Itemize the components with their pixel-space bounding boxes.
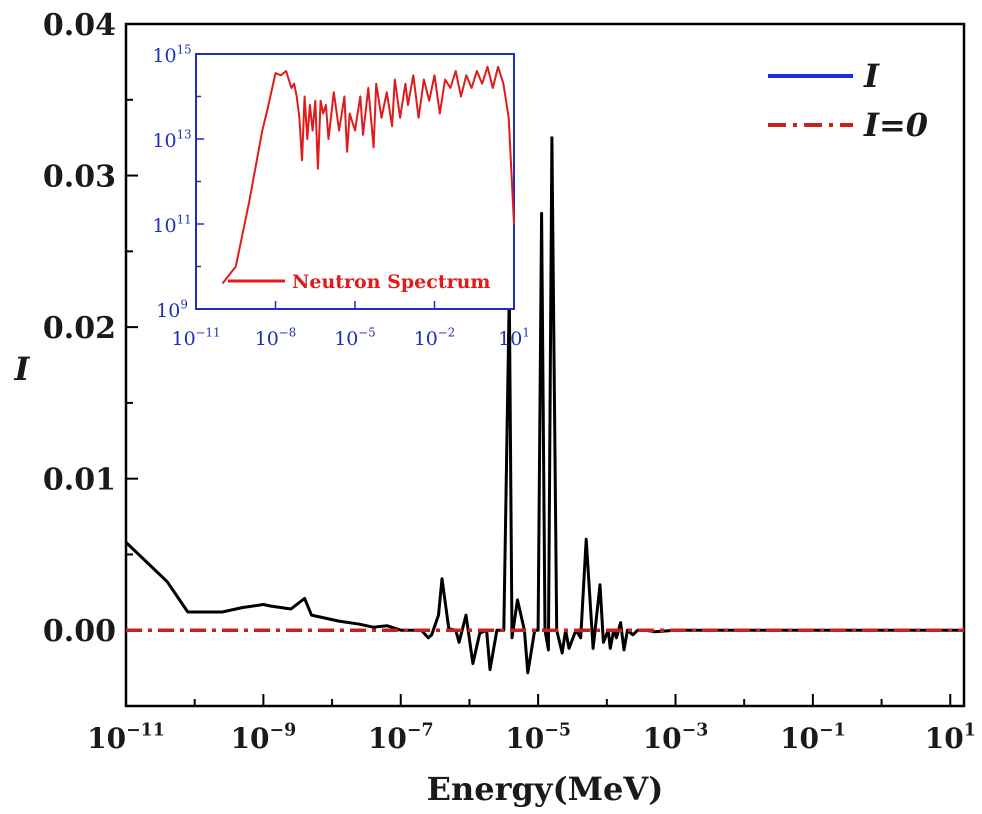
inset-x-tick-label: 101: [498, 325, 530, 350]
y-tick-label: 0.00: [43, 614, 116, 649]
inset-y-tick-label: 1011: [152, 212, 191, 237]
x-tick-label: 10−3: [643, 720, 709, 755]
x-tick-label: 10−5: [505, 720, 571, 755]
main-x-tick-labels: 10−11 10−9 10−7 10−5 10−3 10−1 101: [87, 720, 976, 755]
inset-y-tick-labels: 109 1011 1013 1015: [152, 42, 191, 322]
inset-y-tick-label: 1013: [152, 127, 191, 152]
legend-label-I: I: [863, 57, 880, 95]
inset-x-tick-label: 10−8: [255, 325, 297, 350]
main-legend: I I=0: [768, 57, 928, 144]
inset-x-tick-label: 10−11: [171, 325, 220, 350]
inset-series-group: [221, 65, 515, 285]
inset-x-tick-label: 10−5: [334, 325, 376, 350]
y-tick-label: 0.03: [43, 160, 116, 195]
inset-y-tick-label: 109: [156, 297, 188, 322]
inset-y-tick-label: 1015: [152, 42, 191, 67]
x-tick-label: 10−11: [87, 720, 165, 755]
x-tick-label: 10−9: [231, 720, 297, 755]
x-axis-title: Energy(MeV): [427, 770, 664, 808]
neutron-spectrum-line: [221, 65, 515, 285]
main-y-tick-labels: 0.00 0.01 0.02 0.03 0.04: [43, 8, 116, 649]
y-axis-title: I: [14, 350, 31, 388]
legend-label-I0: I=0: [863, 106, 928, 144]
x-tick-label: 10−1: [780, 720, 846, 755]
main-series-group: [124, 136, 964, 675]
y-tick-label: 0.01: [43, 463, 116, 498]
inset-x-tick-labels: 10−11 10−8 10−5 10−2 101: [171, 325, 529, 350]
x-tick-label: 10−7: [368, 720, 434, 755]
inset-legend-label: Neutron Spectrum: [292, 271, 491, 293]
inset-legend: Neutron Spectrum: [228, 271, 491, 293]
inset-x-tick-label: 10−2: [414, 325, 456, 350]
inset-axis-ticks: [195, 53, 515, 310]
series-I-line: [124, 136, 964, 675]
x-tick-label: 101: [925, 720, 976, 755]
inset-chart: 10−11 10−8 10−5 10−2 101 109 1011 1013 1015 Neu…: [152, 42, 529, 350]
y-tick-label: 0.02: [43, 311, 116, 346]
y-tick-label: 0.04: [43, 8, 116, 43]
